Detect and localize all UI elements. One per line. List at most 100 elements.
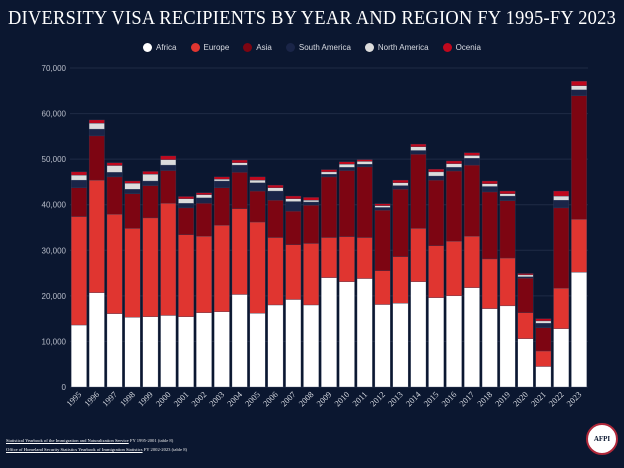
bar-segment-asia	[410, 153, 427, 229]
bar-segment-asia	[499, 200, 516, 259]
bar-segment-asia	[71, 187, 87, 217]
bar-segment-south-america	[196, 197, 212, 204]
bar-segment-europe	[88, 179, 105, 293]
bar-segment-north-america	[499, 193, 516, 197]
bar-segment-africa	[213, 311, 230, 388]
bar-segment-ocenia	[535, 318, 552, 322]
bar-segment-asia	[178, 207, 194, 235]
bar-segment-north-america	[356, 161, 373, 165]
bar-segment-ocenia	[571, 81, 587, 86]
bar-segment-europe	[285, 244, 302, 300]
bar-segment-north-america	[106, 165, 123, 173]
x-tick-label: 1995	[64, 389, 83, 408]
bar-segment-africa	[356, 278, 373, 388]
bar-segment-north-america	[231, 162, 248, 166]
bar-segment-south-america	[553, 200, 570, 209]
bar-segment-ocenia	[267, 184, 284, 189]
bar-segment-north-america	[374, 205, 391, 208]
legend-item-asia[interactable]: Asia	[243, 43, 272, 52]
x-tick-label: 2017	[457, 389, 476, 408]
bar-segment-africa	[249, 313, 266, 388]
bar-segment-africa	[303, 304, 319, 388]
bar-segment-south-america	[446, 167, 462, 172]
legend-item-north-america[interactable]: North America	[364, 43, 429, 52]
bar-segment-ocenia	[106, 162, 123, 166]
x-tick-label: 2010	[332, 389, 351, 408]
source-line-1: Statistical Yearbook of the Immigration …	[6, 438, 173, 444]
bar-segment-north-america	[392, 182, 409, 186]
legend-item-south-america[interactable]: South America	[285, 43, 351, 52]
bar-segment-africa	[553, 328, 570, 388]
bar-segment-south-america	[267, 190, 284, 201]
bar-segment-europe	[481, 258, 498, 309]
legend-item-ocenia[interactable]: Ocenia	[442, 43, 481, 52]
bar-segment-north-america	[213, 179, 230, 182]
bar-segment-europe	[71, 216, 87, 326]
bar-segment-africa	[178, 316, 194, 388]
x-tick-label: 2002	[189, 389, 208, 408]
bar-segment-ocenia	[374, 203, 391, 206]
bar-segment-asia	[88, 135, 105, 181]
source-1-link[interactable]: Statistical Yearbook of the Immigration …	[6, 438, 129, 443]
bar-segment-africa	[571, 272, 587, 388]
source-2-link[interactable]: Office of Homeland Security Statistics Y…	[6, 447, 143, 452]
bar-segment-north-america	[124, 183, 141, 190]
bar-segment-north-america	[285, 198, 302, 202]
legend-label: South America	[298, 43, 351, 52]
bar-segment-asia	[267, 200, 284, 238]
bar-segment-south-america	[481, 186, 498, 193]
bar-segment-south-america	[213, 180, 230, 189]
bar-segment-asia	[374, 210, 391, 271]
legend-swatch	[442, 43, 452, 52]
bar-segment-south-america	[285, 201, 302, 212]
bar-segment-ocenia	[249, 176, 266, 181]
x-tick-label: 1999	[136, 389, 155, 408]
source-line-2: Office of Homeland Security Statistics Y…	[6, 447, 187, 453]
bar-segment-south-america	[249, 182, 266, 192]
bar-segment-asia	[231, 172, 248, 209]
legend-item-europe[interactable]: Europe	[190, 43, 230, 52]
y-tick-label: 50,000	[42, 155, 67, 164]
bar-segment-ocenia	[178, 196, 194, 199]
bar-segment-ocenia	[464, 152, 480, 156]
y-tick-label: 40,000	[42, 201, 67, 210]
x-tick-label: 2011	[350, 389, 369, 408]
bar-segment-south-america	[517, 276, 534, 279]
logo-text: AFPI	[593, 435, 611, 443]
bar-segment-north-america	[249, 179, 266, 183]
bar-segment-ocenia	[124, 180, 141, 184]
bar-segment-africa	[446, 295, 462, 388]
bar-segment-asia	[339, 170, 355, 237]
bar-segment-europe	[446, 241, 462, 297]
bar-segment-ocenia	[303, 197, 319, 201]
bar-segment-south-america	[71, 179, 87, 189]
legend-label: Europe	[203, 43, 230, 52]
legend-label: North America	[377, 43, 429, 52]
bar-segment-africa	[196, 312, 212, 388]
bar-segment-europe	[267, 237, 284, 306]
bar-segment-asia	[571, 95, 587, 220]
bar-segment-europe	[321, 237, 337, 278]
bar-segment-africa	[321, 277, 337, 388]
legend-label: Ocenia	[455, 43, 481, 52]
x-tick-label: 2018	[475, 389, 494, 408]
legend-item-africa[interactable]: Africa	[143, 43, 177, 52]
bar-segment-europe	[499, 257, 516, 307]
bar-segment-europe	[464, 236, 480, 288]
bar-segment-south-america	[88, 128, 105, 137]
bar-segment-africa	[285, 299, 302, 388]
bar-segment-europe	[196, 236, 212, 313]
bar-segment-asia	[481, 191, 498, 260]
bar-segment-europe	[339, 236, 355, 282]
x-tick-label: 2022	[547, 389, 566, 408]
bar-segment-ocenia	[196, 192, 212, 195]
bar-segment-south-america	[178, 203, 194, 209]
x-tick-label: 2004	[225, 389, 245, 409]
bar-segment-south-america	[410, 150, 427, 155]
bar-segment-north-america	[446, 163, 462, 168]
bar-segment-asia	[553, 207, 570, 289]
bar-segment-north-america	[196, 194, 212, 199]
bar-segment-asia	[517, 277, 534, 313]
bar-segment-africa	[160, 315, 177, 388]
legend-label: Asia	[256, 43, 272, 52]
